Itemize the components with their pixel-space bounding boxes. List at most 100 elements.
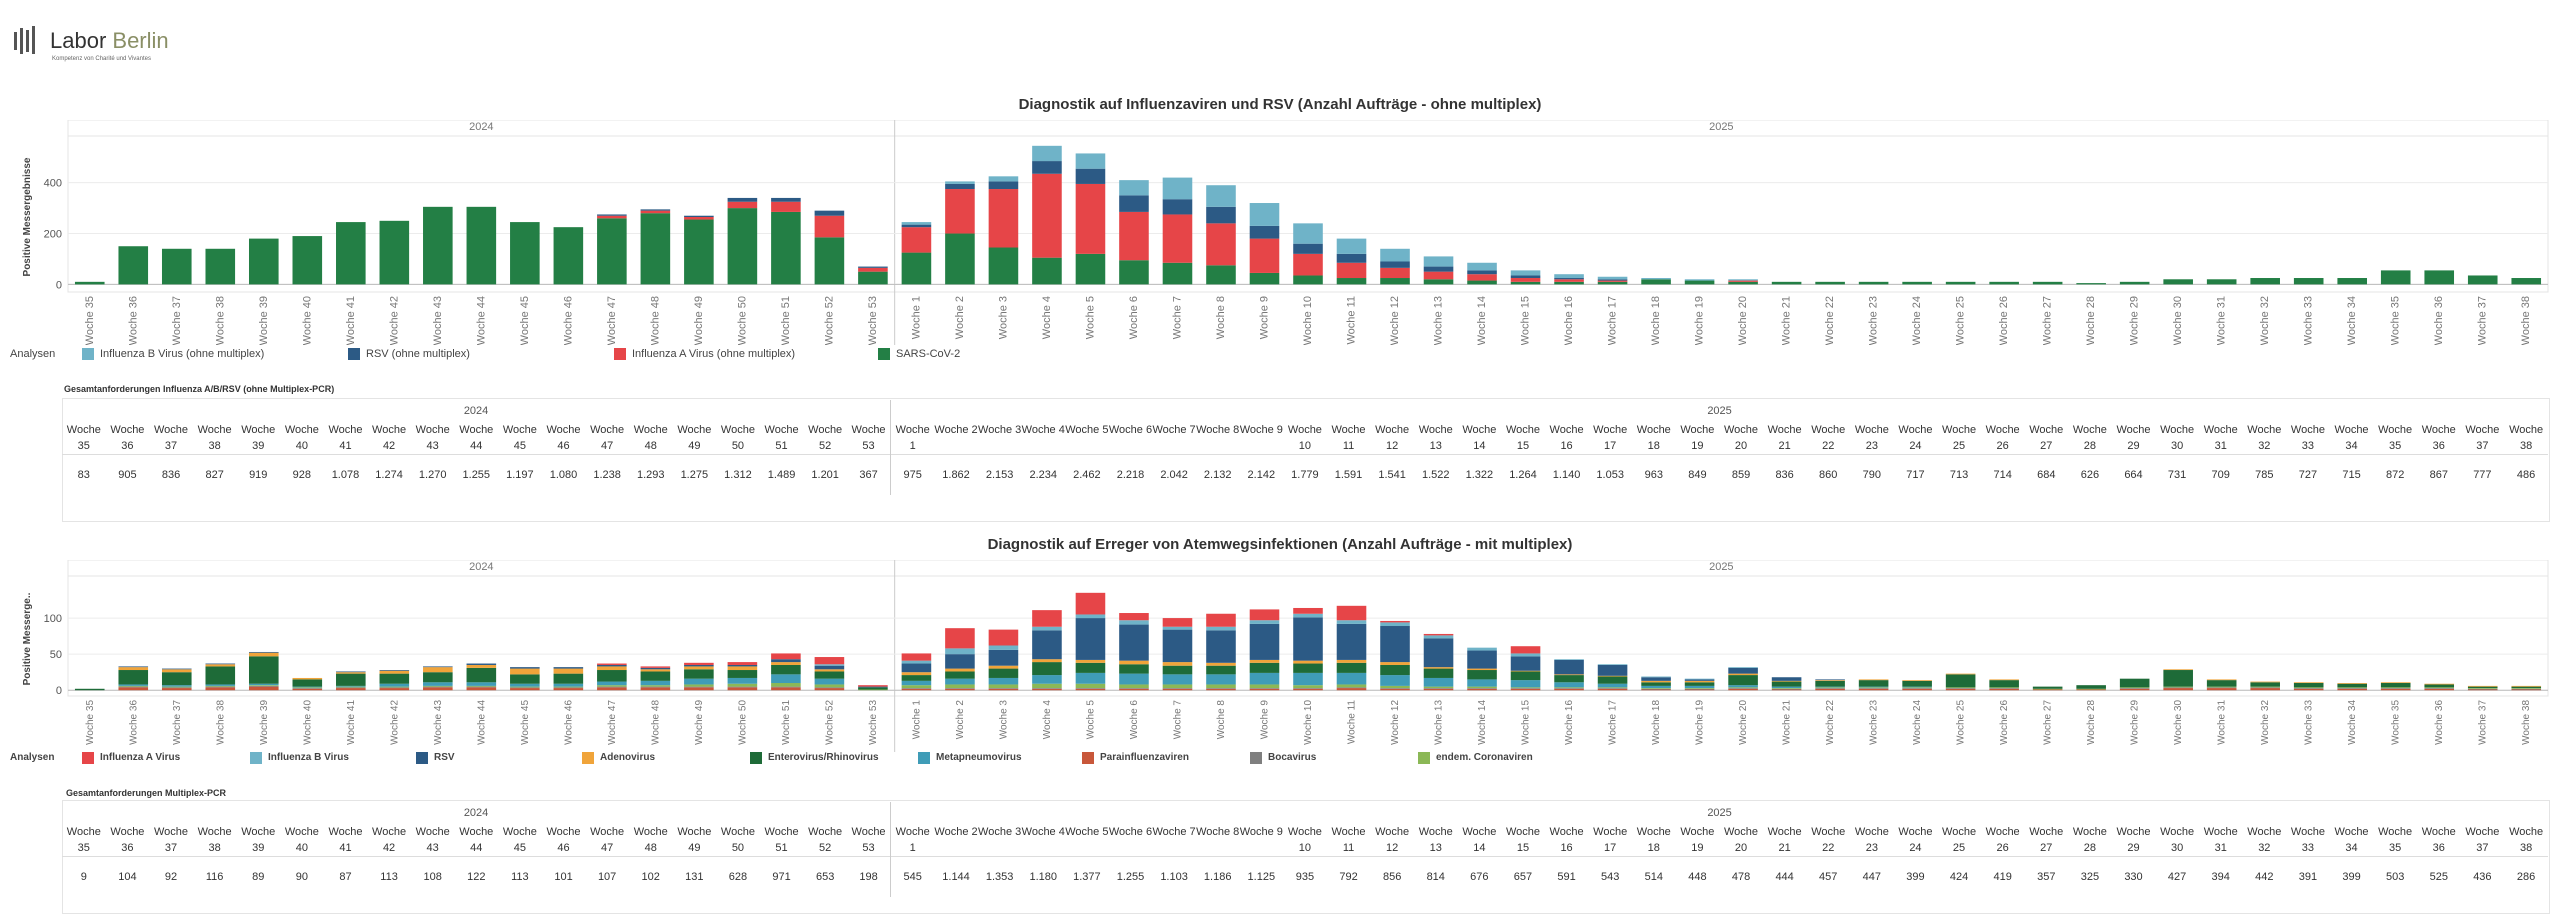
chart2-totals-week-header: Woche 18 — [1636, 826, 1671, 854]
chart2-bar-endem-coronaviren — [814, 684, 845, 688]
chart2-bar-rsv — [727, 664, 758, 667]
chart2-bar-enterovirus-rhinovirus — [727, 670, 758, 678]
chart2-bar-endem-coronaviren — [1293, 685, 1323, 689]
chart2-bar-endem-coronaviren — [2337, 687, 2368, 689]
chart1-xtick-label: Woche 35 — [84, 296, 96, 345]
chart2-xtick-label: Woche 17 — [1608, 700, 1619, 745]
chart2-bar-adenovirus — [1902, 680, 1932, 681]
chart2-xtick-label: Woche 21 — [1782, 700, 1793, 745]
chart1-totals-week-header: Woche 7 — [1152, 424, 1196, 436]
chart2-totals-total-value: 391 — [2286, 856, 2330, 897]
chart2-totals-week-header: Woche 39 — [241, 826, 276, 854]
chart2-totals-total-value: 1.377 — [1065, 856, 1109, 897]
chart2-xtick-label: Woche 25 — [1956, 700, 1967, 745]
chart1-bar-sars-cov-2 — [2076, 283, 2106, 285]
legend-rsv: RSV (ohne multiplex) — [366, 348, 470, 360]
chart1-xtick-label: Woche 31 — [2216, 296, 2228, 345]
chart2-bar-adenovirus — [771, 662, 801, 665]
chart2-bar-parainfluenzaviren — [1467, 688, 1497, 691]
chart2-totals-week-header: Woche 37 — [154, 826, 189, 854]
chart1-bar-rsv-ohne-multiplex — [945, 183, 975, 190]
chart2-bar-endem-coronaviren — [988, 684, 1019, 689]
chart2-bar-parainfluenzaviren — [248, 686, 279, 691]
chart2-bar-endem-coronaviren — [945, 684, 975, 689]
chart2-totals-week-header: Woche 42 — [372, 826, 407, 854]
legend-swatch-influenza-a — [614, 348, 626, 360]
chart2-bar-enterovirus-rhinovirus — [901, 675, 932, 681]
chart1-xtick-label: Woche 26 — [1998, 296, 2010, 345]
chart1-bar-influenza-a-virus-ohne-multiplex — [945, 189, 975, 234]
legend-parainfluenza: Parainfluenzaviren — [1100, 752, 1189, 763]
chart2-bar-influenza-b-virus — [1641, 676, 1671, 678]
chart2-totals-total-value: 545 — [890, 856, 935, 897]
chart2-xtick-label: Woche 40 — [302, 700, 313, 745]
chart1-totals-week-header: Woche 51 — [764, 424, 799, 452]
chart2-bar-enterovirus-rhinovirus — [2293, 683, 2324, 688]
chart1-xtick-label: Woche 21 — [1781, 296, 1793, 345]
chart1-totals-total-value: 486 — [2504, 454, 2548, 495]
chart1-bar-influenza-b-virus-ohne-multiplex — [1684, 279, 1715, 281]
chart1-bar-rsv-ohne-multiplex — [988, 181, 1019, 190]
chart2-xtick-label: Woche 12 — [1390, 700, 1401, 745]
chart2-totals-total-value: 108 — [410, 856, 455, 897]
chart2-bar-metapneumovirus — [1119, 673, 1149, 685]
chart2-bar-parainfluenzaviren — [336, 688, 366, 691]
chart1-bar-rsv-ohne-multiplex — [1597, 279, 1628, 281]
chart2-totals-total-value: 503 — [2373, 856, 2417, 897]
legend-swatch-metapneumo — [918, 752, 930, 764]
chart1-xtick-label: Woche 46 — [562, 296, 574, 345]
chart1-bar-sars-cov-2 — [2424, 270, 2455, 285]
chart2-bar-influenza-b-virus — [1249, 620, 1280, 624]
chart2-xtick-label: Woche 38 — [2521, 700, 2532, 745]
chart2-bar-adenovirus — [1815, 680, 1845, 681]
chart2-bar-rsv — [1336, 623, 1367, 660]
chart1-bar-influenza-b-virus-ohne-multiplex — [1597, 276, 1628, 280]
chart2-bar-metapneumovirus — [1597, 683, 1628, 688]
chart2-bar-endem-coronaviren — [1423, 686, 1454, 689]
chart2-totals-week-header: Woche 43 — [415, 826, 450, 854]
chart2-legend: Analysen Influenza A Virus Influenza B V… — [0, 750, 2560, 768]
chart2-totals-week-header: Woche 35 — [2378, 826, 2413, 854]
chart1-xtick-label: Woche 39 — [258, 296, 270, 345]
chart2-totals-week-header: Woche 52 — [808, 826, 843, 854]
chart1-totals-week-header: Woche 26 — [1985, 424, 2020, 452]
chart2-xtick-label: Woche 33 — [2304, 700, 2315, 745]
chart1-totals-total-value: 785 — [2242, 454, 2287, 495]
chart2-bar-adenovirus — [2163, 669, 2193, 671]
chart2-xtick-label: Woche 15 — [1521, 700, 1532, 745]
chart2-totals-total-value: 792 — [1326, 856, 1371, 897]
chart2-bar-bocavirus — [1728, 688, 1758, 689]
chart2-xtick-label: Woche 53 — [868, 700, 879, 745]
chart2-totals-week-header: Woche 1 — [890, 824, 935, 857]
chart1-totals-total-value: 715 — [2329, 454, 2374, 495]
chart2-bar-endem-coronaviren — [1162, 684, 1193, 689]
chart2-bar-enterovirus-rhinovirus — [2076, 685, 2106, 689]
legend-metapneumo: Metapneumovirus — [936, 752, 1022, 763]
legend-swatch-influenza-b — [82, 348, 94, 360]
chart1-totals-total-value: 626 — [2068, 454, 2112, 495]
chart2-bar-bocavirus — [1641, 688, 1671, 690]
chart1-bar-influenza-a-virus-ohne-multiplex — [814, 215, 845, 238]
chart2-totals-total-value: 394 — [2198, 856, 2243, 897]
chart2-bar-metapneumovirus — [1075, 672, 1106, 684]
chart1-totals-week-header: Woche 38 — [2509, 424, 2544, 452]
chart2-xtick-label: Woche 38 — [215, 700, 226, 745]
chart2-bar-adenovirus — [1293, 660, 1323, 664]
chart2-totals-total-value: 399 — [2329, 856, 2374, 897]
chart2-bar-parainfluenzaviren — [597, 687, 627, 691]
chart1-bar-sars-cov-2 — [510, 222, 540, 285]
chart1-totals-week-header: Woche 33 — [2290, 424, 2325, 452]
chart1-bar-sars-cov-2 — [379, 220, 410, 285]
chart1-bar-influenza-a-virus-ohne-multiplex — [597, 215, 627, 219]
chart1-bar-sars-cov-2 — [2511, 278, 2542, 285]
chart2-totals-week-header: Woche 38 — [2509, 826, 2544, 854]
chart2-bar-adenovirus — [684, 666, 714, 670]
chart1-totals-week-header: Woche 9 — [1239, 424, 1283, 436]
chart2-totals-total-value: 591 — [1544, 856, 1589, 897]
chart2-bar-adenovirus — [2293, 682, 2324, 684]
chart2-totals-week-header: Woche 20 — [1723, 826, 1759, 854]
chart1-totals-week-header: Woche 52 — [808, 424, 843, 452]
chart1-xtick-label: Woche 51 — [780, 296, 792, 345]
chart1-totals-week-header: Woche 44 — [459, 424, 494, 452]
chart2-bar-parainfluenzaviren — [988, 688, 1019, 691]
